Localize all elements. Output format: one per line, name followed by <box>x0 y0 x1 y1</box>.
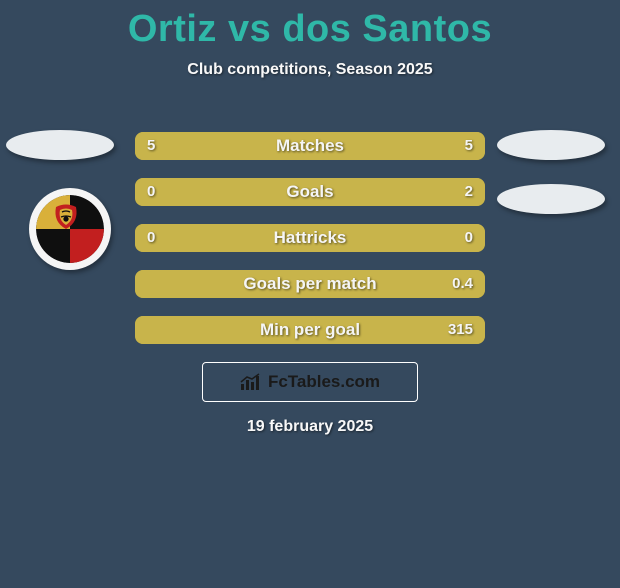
stat-value-right: 0.4 <box>452 270 473 298</box>
date-text: 19 february 2025 <box>0 418 620 436</box>
bar-chart-icon <box>240 373 262 391</box>
stat-row-matches: 5 Matches 5 <box>135 132 485 160</box>
stat-value-right: 315 <box>448 316 473 344</box>
stat-value-right: 5 <box>465 132 473 160</box>
stat-label: Matches <box>135 132 485 160</box>
stat-label: Goals <box>135 178 485 206</box>
subtitle: Club competitions, Season 2025 <box>0 61 620 79</box>
stat-label: Goals per match <box>135 270 485 298</box>
team-left-badge <box>29 188 111 270</box>
page-title: Ortiz vs dos Santos <box>0 8 620 51</box>
stat-label: Hattricks <box>135 224 485 252</box>
player-right-avatar-placeholder <box>497 130 605 160</box>
team-right-badge-placeholder <box>497 184 605 214</box>
stat-row-hattricks: 0 Hattricks 0 <box>135 224 485 252</box>
brand-box: FcTables.com <box>202 362 418 402</box>
stat-value-right: 0 <box>465 224 473 252</box>
player-left-avatar-placeholder <box>6 130 114 160</box>
shield-icon <box>36 195 104 263</box>
brand-text: FcTables.com <box>268 372 380 392</box>
stat-row-goals-per-match: Goals per match 0.4 <box>135 270 485 298</box>
stat-row-goals: 0 Goals 2 <box>135 178 485 206</box>
stat-value-right: 2 <box>465 178 473 206</box>
stat-label: Min per goal <box>135 316 485 344</box>
stats-panel: 5 Matches 5 0 Goals 2 0 Hattricks 0 Goal… <box>135 132 485 362</box>
stat-row-min-per-goal: Min per goal 315 <box>135 316 485 344</box>
